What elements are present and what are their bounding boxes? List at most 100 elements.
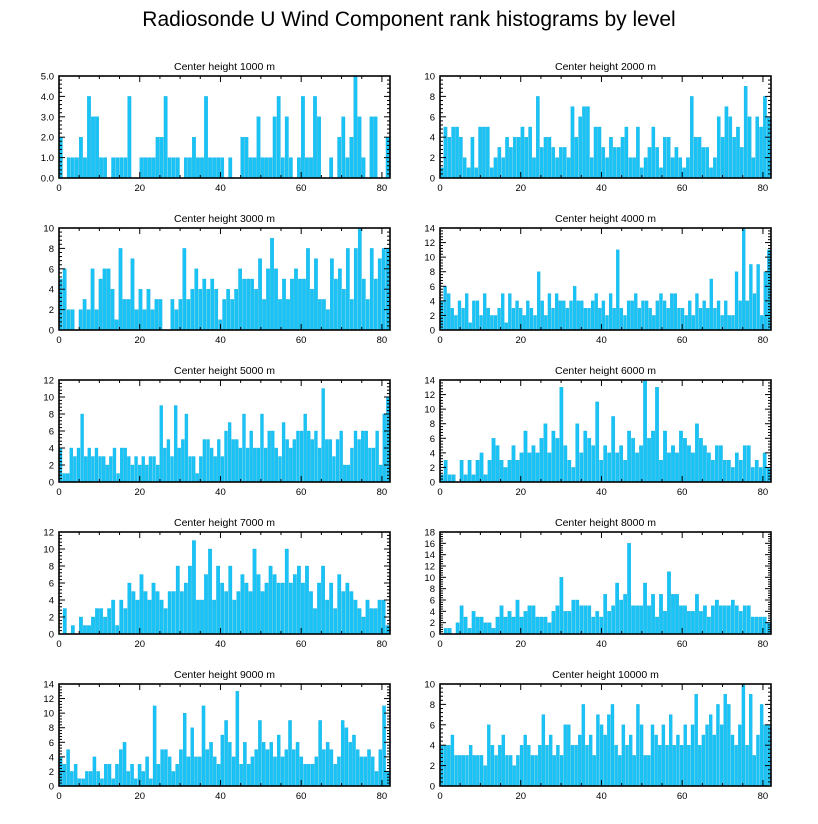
histogram-bar bbox=[618, 755, 622, 787]
histogram-bar bbox=[326, 309, 330, 331]
histogram-bar bbox=[373, 608, 378, 635]
histogram-bar bbox=[619, 307, 624, 331]
histogram-bar bbox=[340, 720, 345, 787]
y-tick-label: 8 bbox=[49, 723, 54, 734]
histogram-bar bbox=[539, 147, 544, 179]
histogram-bar bbox=[84, 456, 88, 483]
histogram-bar bbox=[170, 456, 174, 483]
y-tick-label: 4 bbox=[49, 285, 54, 296]
histogram-bar bbox=[123, 157, 128, 179]
histogram-bar bbox=[373, 116, 378, 179]
y-tick-label: 2 bbox=[430, 311, 435, 322]
histogram-bar bbox=[364, 430, 368, 483]
histogram-bar bbox=[483, 474, 488, 483]
histogram-bar bbox=[79, 137, 83, 179]
histogram-bar bbox=[303, 763, 307, 787]
histogram-bar bbox=[199, 456, 203, 483]
histogram-bar bbox=[123, 447, 127, 483]
histogram-bar bbox=[119, 157, 124, 179]
histogram-bar bbox=[377, 599, 382, 635]
histogram-bar bbox=[66, 473, 70, 483]
histogram-bar bbox=[142, 309, 147, 331]
histogram-bar bbox=[728, 116, 733, 179]
y-tick-label: 10 bbox=[43, 709, 54, 720]
histogram-bar bbox=[670, 157, 675, 179]
histogram-bar bbox=[183, 582, 188, 635]
x-tick-label: 20 bbox=[134, 639, 145, 650]
y-tick-label: 4 bbox=[430, 296, 435, 307]
histogram-bar bbox=[527, 605, 532, 635]
histogram-bar bbox=[266, 268, 270, 331]
histogram-bar bbox=[350, 447, 354, 483]
histogram-bar bbox=[655, 387, 659, 483]
histogram-bar bbox=[623, 315, 627, 331]
histogram-bar bbox=[352, 734, 356, 787]
histogram-bar bbox=[85, 771, 89, 787]
histogram-bar bbox=[548, 734, 553, 787]
y-tick-label: 12 bbox=[424, 562, 435, 573]
histogram-bar bbox=[130, 464, 135, 483]
histogram-bar bbox=[691, 315, 695, 331]
histogram-bar bbox=[742, 605, 747, 635]
histogram-bar bbox=[493, 315, 498, 331]
histogram-bar bbox=[541, 714, 546, 787]
histogram-bar bbox=[612, 307, 616, 331]
histogram-bar bbox=[183, 157, 188, 179]
histogram-bar bbox=[623, 594, 627, 635]
histogram-panel-1: Center height 1000 m 0 20 40 60 80 0.0 1.0 2.0 3.… bbox=[41, 61, 391, 194]
histogram-bar bbox=[216, 157, 221, 179]
histogram-bar bbox=[216, 565, 221, 635]
histogram-bar bbox=[511, 445, 516, 483]
histogram-bar bbox=[209, 447, 214, 483]
x-tick-label: 20 bbox=[515, 487, 526, 498]
histogram-bar bbox=[220, 582, 225, 635]
histogram-bar bbox=[112, 447, 117, 483]
histogram-bar bbox=[249, 430, 253, 483]
histogram-bar bbox=[345, 248, 350, 331]
histogram-bar bbox=[756, 734, 760, 787]
y-tick-label: 2.0 bbox=[41, 133, 54, 144]
panel-title: Center height 4000 m bbox=[555, 213, 656, 225]
histogram-bar bbox=[69, 447, 73, 483]
histogram-bar bbox=[317, 447, 322, 483]
histogram-bar bbox=[299, 430, 304, 483]
histogram-bar bbox=[552, 755, 556, 787]
histogram-bar bbox=[79, 616, 83, 635]
histogram-bar bbox=[526, 300, 530, 331]
histogram-bar bbox=[475, 459, 480, 483]
histogram-bar bbox=[589, 157, 594, 179]
histogram-bar bbox=[202, 278, 207, 331]
histogram-bar bbox=[310, 763, 315, 787]
histogram-bar bbox=[329, 749, 334, 787]
y-tick-label: 8 bbox=[49, 562, 54, 573]
histogram-bar bbox=[615, 452, 620, 483]
histogram-bar bbox=[296, 430, 300, 483]
histogram-bar bbox=[265, 749, 270, 787]
histogram-bar bbox=[198, 289, 203, 331]
histogram-bar bbox=[208, 548, 212, 635]
histogram-bar bbox=[345, 157, 350, 179]
histogram-bar bbox=[292, 574, 297, 635]
histogram-bar bbox=[672, 745, 676, 787]
x-tick-label: 0 bbox=[56, 183, 61, 194]
histogram-bar bbox=[141, 771, 146, 787]
histogram-panel-10: Center height 10000 m 0 20 40 60 80 0 2 4 6 8 10 bbox=[424, 669, 772, 802]
y-tick-label: 8 bbox=[430, 419, 435, 430]
histogram-bar bbox=[574, 745, 578, 787]
histogram-bar bbox=[305, 157, 309, 179]
histogram-bar bbox=[616, 147, 621, 179]
histogram-bar bbox=[148, 456, 153, 483]
histogram-bar bbox=[119, 749, 123, 787]
y-tick-label: 5.0 bbox=[41, 72, 54, 83]
histogram-bar bbox=[214, 289, 219, 331]
histogram-bar bbox=[447, 474, 452, 483]
histogram-bar bbox=[301, 582, 305, 635]
histogram-bar bbox=[586, 106, 590, 179]
histogram-bar bbox=[593, 126, 598, 179]
y-tick-label: 16 bbox=[424, 539, 435, 550]
histogram-bar bbox=[621, 724, 626, 787]
histogram-bar bbox=[134, 456, 138, 483]
histogram-bar bbox=[491, 628, 496, 635]
histogram-bar bbox=[478, 126, 482, 179]
histogram-bar bbox=[115, 157, 120, 179]
